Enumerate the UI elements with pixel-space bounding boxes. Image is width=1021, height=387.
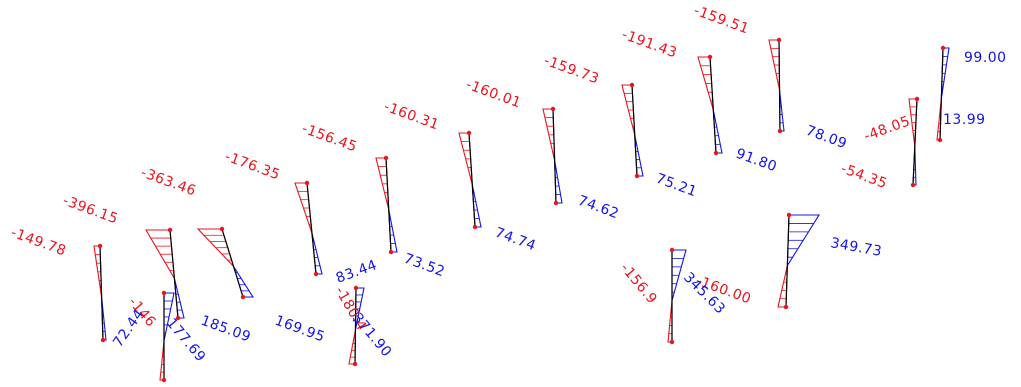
label-m13-left: -156.9 bbox=[617, 260, 660, 307]
label-m6-top: -160.31 bbox=[382, 99, 442, 134]
member-2 bbox=[145, 227, 185, 321]
label-m11-top: -48.05 bbox=[862, 113, 913, 145]
label-m10-top: -159.51 bbox=[692, 3, 752, 38]
member-5-node-bottom bbox=[388, 249, 394, 255]
label-m2-top: -396.15 bbox=[61, 193, 121, 228]
member-10-node-bottom bbox=[777, 128, 783, 134]
member-1-node-top bbox=[97, 243, 103, 249]
member-2-node-bottom bbox=[175, 315, 181, 321]
member-5-axis bbox=[385, 157, 392, 253]
labels-layer: -149.78-396.15 -363.46 -176.35 -156.45 -160.… bbox=[9, 3, 1007, 366]
label-m9-top: -191.43 bbox=[620, 27, 680, 62]
label-m16-top: 99.00 bbox=[964, 50, 1007, 66]
label-m12-left: 349.73 bbox=[829, 235, 883, 260]
member-11-node-top bbox=[914, 96, 920, 102]
member-4-axis bbox=[306, 182, 317, 275]
member-8-node-bottom bbox=[634, 173, 640, 179]
member-14-node-top bbox=[353, 285, 359, 291]
member-3-axis bbox=[221, 228, 244, 298]
member-10-node-top bbox=[776, 37, 782, 43]
member-4-node-bottom bbox=[313, 271, 319, 277]
label-m4-top: -176.35 bbox=[223, 149, 283, 184]
member-6-node-top bbox=[466, 130, 472, 136]
member-13-node-bottom bbox=[669, 339, 675, 345]
label-m1-top: -149.78 bbox=[9, 225, 69, 260]
label-m4-bottom: 169.95 bbox=[273, 313, 327, 346]
member-7-axis bbox=[552, 108, 557, 204]
member-3 bbox=[196, 226, 255, 300]
label-m10-bottom: 78.09 bbox=[804, 123, 849, 153]
member-8-axis bbox=[631, 84, 638, 177]
member-16-node-top bbox=[940, 45, 946, 51]
label-m8-bottom: 75.21 bbox=[654, 171, 699, 201]
label-m14-top: 83.44 bbox=[334, 257, 379, 287]
member-9-node-bottom bbox=[713, 150, 719, 156]
label-m3-bottom: 185.09 bbox=[199, 313, 253, 346]
label-m9-bottom: 91.80 bbox=[734, 146, 779, 176]
member-11-node-bottom bbox=[910, 182, 916, 188]
member-15 bbox=[159, 290, 175, 383]
member-3-diagram-bottom bbox=[233, 266, 255, 298]
label-m7-bottom: 74.62 bbox=[576, 193, 621, 223]
member-6-axis bbox=[468, 132, 476, 228]
member-1-axis bbox=[99, 245, 104, 341]
member-14 bbox=[348, 285, 365, 367]
members-layer bbox=[93, 37, 950, 383]
label-m16-bottom: 13.99 bbox=[943, 112, 986, 128]
member-5 bbox=[375, 155, 398, 255]
label-m5-bottom: 73.52 bbox=[402, 251, 447, 281]
member-6 bbox=[458, 130, 482, 230]
label-m1-bottom: 72.44 bbox=[110, 306, 148, 350]
member-9-axis bbox=[709, 56, 717, 154]
member-14-axis bbox=[354, 287, 357, 365]
member-13 bbox=[667, 247, 687, 345]
member-8-node-top bbox=[629, 82, 635, 88]
member-12-node-top bbox=[786, 212, 792, 218]
member-9 bbox=[697, 54, 723, 156]
member-6-node-bottom bbox=[472, 224, 478, 230]
member-5-node-top bbox=[383, 155, 389, 161]
member-16-node-bottom bbox=[937, 137, 943, 143]
label-m5-top: -156.45 bbox=[300, 121, 360, 156]
member-2-node-top bbox=[167, 227, 173, 233]
member-9-node-top bbox=[707, 54, 713, 60]
member-8 bbox=[621, 82, 644, 179]
member-11-axis bbox=[912, 98, 918, 186]
member-3-node-top bbox=[219, 226, 225, 232]
member-3-node-bottom bbox=[240, 294, 246, 300]
label-m7-top: -160.01 bbox=[464, 77, 524, 112]
member-15-node-bottom bbox=[161, 377, 167, 383]
label-m11-bottom: -54.35 bbox=[839, 161, 890, 193]
label-m8-top: -159.73 bbox=[542, 53, 602, 88]
member-1 bbox=[93, 243, 107, 343]
member-12-axis bbox=[785, 214, 790, 308]
member-14-node-bottom bbox=[352, 361, 358, 367]
member-16-axis bbox=[939, 47, 944, 141]
member-7-node-bottom bbox=[553, 200, 559, 206]
label-m3-top: -363.46 bbox=[139, 165, 199, 200]
member-7 bbox=[542, 106, 563, 206]
member-15-node-top bbox=[161, 290, 167, 296]
member-1-node-bottom bbox=[100, 337, 106, 343]
member-11 bbox=[908, 96, 920, 188]
member-13-node-top bbox=[669, 247, 675, 253]
member-10 bbox=[768, 37, 785, 134]
member-12 bbox=[777, 212, 820, 310]
member-10-axis bbox=[778, 39, 781, 132]
member-12-node-bottom bbox=[783, 304, 789, 310]
member-2-axis bbox=[169, 229, 179, 319]
label-m6-bottom: 74.74 bbox=[493, 225, 538, 255]
member-4-node-top bbox=[304, 180, 310, 186]
member-7-node-top bbox=[550, 106, 556, 112]
member-4 bbox=[294, 180, 323, 277]
member-16 bbox=[936, 45, 950, 143]
